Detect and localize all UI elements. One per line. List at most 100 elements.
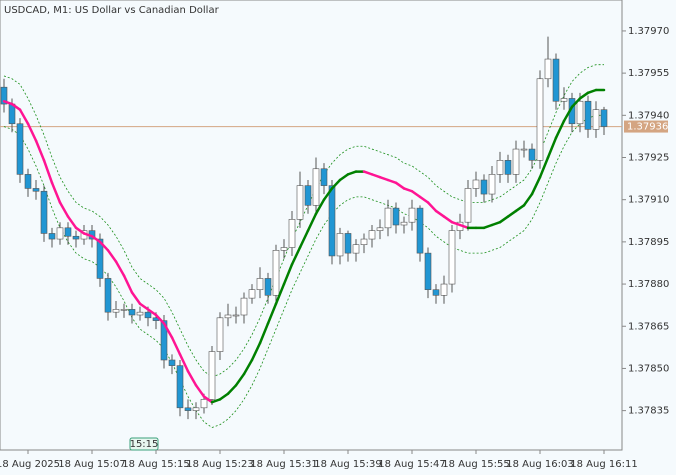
- middle-line: [410, 190, 422, 199]
- middle-line: [186, 370, 198, 387]
- candle-body: [48, 233, 56, 240]
- middle-line: [98, 240, 110, 252]
- middle-line: [530, 175, 542, 196]
- candle-body: [344, 233, 352, 254]
- middle-line: [586, 88, 598, 95]
- middle-line: [506, 209, 518, 218]
- candle-body: [176, 365, 184, 409]
- candle-body: [552, 58, 560, 102]
- candle-body: [64, 227, 72, 237]
- candle-body: [232, 314, 240, 317]
- candle-body: [264, 278, 272, 296]
- middle-line: [34, 139, 46, 162]
- middle-line: [282, 263, 294, 286]
- x-tick-label: 18 Aug 15:55: [442, 459, 509, 470]
- candle-body: [240, 297, 248, 316]
- candle-body: [32, 188, 40, 192]
- middle-line: [122, 274, 134, 294]
- candle-body: [96, 238, 104, 279]
- candle-body: [16, 123, 24, 175]
- middle-line: [514, 204, 526, 213]
- candle-body: [56, 227, 64, 240]
- candle-body: [512, 148, 520, 175]
- price-label-box: [624, 120, 668, 133]
- middle-line: [426, 201, 438, 213]
- x-tick-label: 18 Aug 15:07: [58, 459, 125, 470]
- candle-body: [296, 185, 304, 220]
- middle-line: [522, 192, 534, 207]
- middle-line: [130, 291, 142, 305]
- middle-line: [362, 170, 374, 176]
- middle-line: [218, 392, 230, 401]
- middle-line: [202, 395, 214, 404]
- candle-body: [144, 311, 152, 319]
- middle-line: [146, 308, 158, 317]
- candle-body: [520, 148, 528, 151]
- candle-body: [440, 283, 448, 296]
- candle-body: [560, 98, 568, 102]
- y-tick-label: 1.37910: [628, 195, 669, 206]
- candle-body: [352, 244, 360, 254]
- middle-line: [162, 322, 174, 339]
- x-tick-label: 18 Aug 16:03: [506, 459, 573, 470]
- middle-line: [250, 341, 262, 362]
- middle-line: [570, 97, 582, 109]
- middle-line: [402, 187, 414, 193]
- candle-body: [248, 289, 256, 299]
- x-tick-label: 18 Aug 16:11: [570, 459, 637, 470]
- candle-body: [112, 309, 120, 313]
- candle-body: [464, 188, 472, 223]
- candle-body: [536, 78, 544, 161]
- x-tick-label: 18 Aug 15:31: [250, 459, 317, 470]
- middle-line: [106, 249, 118, 263]
- x-tick-label: 18 Aug 15:39: [314, 459, 381, 470]
- candle-body: [392, 207, 400, 226]
- middle-line: [538, 156, 550, 179]
- middle-line: [554, 119, 566, 140]
- x-tick-label: 18 Aug 15:23: [186, 459, 253, 470]
- candle-body: [480, 179, 488, 195]
- lower-band: [3, 114, 604, 428]
- middle-line: [418, 195, 430, 204]
- candle-body: [576, 100, 584, 125]
- candle-body: [424, 252, 432, 290]
- middle-line: [546, 136, 558, 159]
- candle-body: [168, 359, 176, 366]
- middle-line: [370, 173, 382, 179]
- middle-line: [298, 229, 310, 249]
- candle-body: [472, 179, 480, 189]
- upper-band: [3, 64, 604, 378]
- middle-line: [74, 226, 86, 235]
- middle-line: [450, 220, 462, 227]
- middle-line: [434, 209, 446, 218]
- x-tick-label: 18 Aug 15:15: [122, 459, 189, 470]
- candle-body: [448, 230, 456, 285]
- candle-body: [496, 160, 504, 175]
- middle-line: [490, 220, 502, 227]
- y-tick-label: 1.37835: [628, 406, 669, 417]
- time-marker-box: [129, 437, 159, 451]
- candle-body: [504, 160, 512, 175]
- candle-body: [192, 407, 200, 411]
- chart-title: USDCAD, M1: US Dollar vs Canadian Dollar: [4, 5, 220, 16]
- candle-body: [312, 168, 320, 206]
- y-tick-label: 1.37955: [628, 68, 669, 79]
- middle-line: [90, 235, 102, 244]
- candle-body: [224, 314, 232, 319]
- middle-line: [234, 372, 246, 387]
- middle-line: [10, 102, 22, 111]
- candle-body: [584, 100, 592, 130]
- middle-line: [442, 215, 454, 224]
- middle-line: [258, 322, 270, 345]
- middle-line: [274, 282, 286, 305]
- middle-line: [178, 353, 190, 373]
- candle-body: [416, 207, 424, 254]
- candle-body: [0, 86, 8, 105]
- middle-line: [314, 198, 326, 215]
- y-tick-label: 1.37850: [628, 363, 669, 374]
- y-tick-label: 1.37925: [628, 153, 669, 164]
- candle-body: [256, 278, 264, 290]
- middle-line: [170, 336, 182, 356]
